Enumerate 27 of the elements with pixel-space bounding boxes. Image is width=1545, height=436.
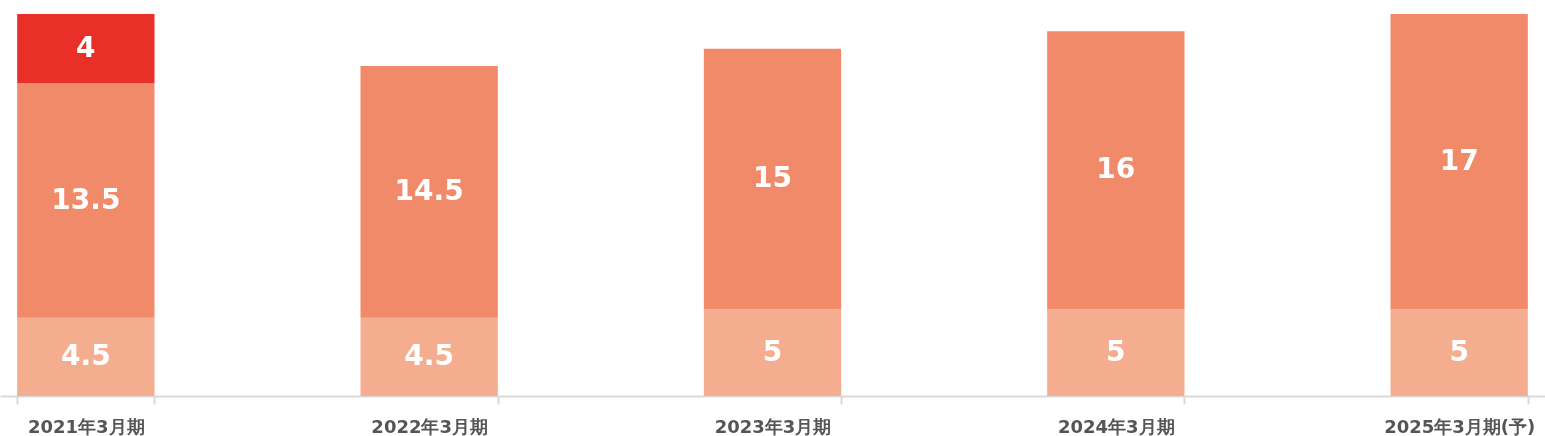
data-label: 5 [1449,334,1469,368]
bar [1390,13,1528,310]
bar [17,13,155,84]
data-label: 15 [753,160,792,194]
data-label: 5 [1106,334,1126,368]
x-tick-label: 2022年3月期 [371,415,488,436]
bar [703,309,842,396]
data-label: 4.5 [61,338,111,372]
data-label: 4.5 [404,338,454,372]
x-tick-label: 2023年3月期 [714,415,832,436]
x-tick-label: 2025年3月期(予) [1384,415,1536,436]
bar [360,66,498,318]
bar [1047,31,1185,310]
bar [17,83,155,318]
data-label: 5 [762,334,783,368]
bar [360,317,498,396]
data-label: 13.5 [51,182,121,216]
bar [1390,309,1528,396]
data-label: 17 [1439,143,1479,177]
x-tick-label: 2024年3月期 [1058,415,1175,436]
bar [1047,309,1185,396]
data-label: 16 [1096,152,1136,186]
bar [703,48,842,310]
bar [17,317,155,396]
data-label: 4 [76,30,96,64]
data-label: 14.5 [394,173,464,207]
x-tick-label: 2021年3月期 [28,415,145,436]
